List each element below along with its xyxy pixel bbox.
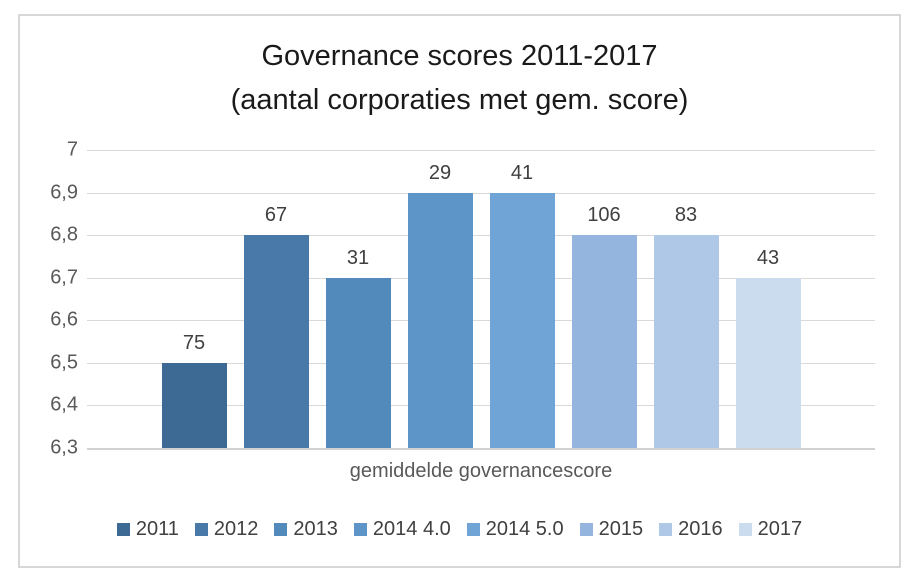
gridline [87, 320, 875, 322]
legend-swatch-icon [274, 523, 288, 536]
y-axis-tick-label: 6,9 [50, 181, 78, 204]
bar-2013 [325, 277, 391, 448]
legend-label: 2014 5.0 [485, 518, 564, 540]
legend-item-2012: 2012 [194, 518, 259, 541]
bar-count-label: 31 [346, 246, 370, 269]
bar-count-label: 29 [428, 161, 452, 184]
bar-count-label: 83 [674, 204, 698, 227]
gridline [87, 192, 875, 194]
x-axis-line [87, 448, 875, 450]
bar-2016 [653, 235, 719, 448]
legend-label: 2013 [293, 518, 338, 540]
bar-group: 75 67 31 29 41 106 83 43 [87, 150, 875, 448]
gridline [87, 235, 875, 237]
bar-2014-4-0 [407, 192, 473, 448]
legend-swatch-icon [194, 523, 208, 536]
legend-swatch-icon [353, 523, 367, 536]
legend-label: 2017 [757, 518, 803, 540]
legend-label: 2014 4.0 [372, 518, 451, 540]
gridline [87, 362, 875, 364]
legend: 2011 2012 2013 2014 4.0 2014 5.0 2015 2016 2017 [20, 518, 899, 541]
legend-label: 2016 [678, 518, 723, 540]
legend-label: 2015 [598, 518, 644, 540]
gridline [87, 150, 875, 151]
bar-slot-2016: 83 [653, 150, 719, 448]
legend-item-2016: 2016 [659, 518, 723, 541]
chart-title-line1: Governance scores 2011-2017 [261, 40, 658, 72]
bar-2011 [161, 362, 227, 448]
legend-label: 2012 [213, 518, 259, 540]
bar-count-label: 67 [264, 204, 288, 227]
bar-slot-2015: 106 [571, 150, 637, 448]
legend-item-2017: 2017 [738, 518, 803, 541]
gridline [87, 277, 875, 279]
bar-2017 [735, 277, 801, 448]
bar-count-label: 43 [756, 246, 780, 269]
bar-slot-2014-4-0: 29 [407, 150, 473, 448]
y-axis-tick-label: 6,6 [50, 308, 78, 331]
y-axis-tick-label: 7 [66, 138, 78, 161]
bar-2014-5-0 [489, 192, 555, 448]
bar-slot-2013: 31 [325, 150, 391, 448]
chart-frame: Governance scores 2011-2017 (aantal corp… [18, 14, 901, 568]
chart-title-line2: (aantal corporaties met gem. score) [230, 84, 689, 116]
bar-count-label: 106 [587, 204, 621, 227]
legend-swatch-icon [466, 523, 480, 536]
legend-swatch-icon [659, 523, 673, 536]
bar-count-label: 75 [182, 331, 206, 354]
legend-item-2014-4-0: 2014 4.0 [353, 518, 451, 541]
chart-title: Governance scores 2011-2017 (aantal corp… [20, 34, 899, 122]
y-axis-tick-label: 6,8 [50, 223, 78, 246]
x-axis-label: gemiddelde governancescore [349, 460, 613, 482]
legend-item-2013: 2013 [274, 518, 338, 541]
y-axis-tick-label: 6,5 [50, 351, 78, 374]
bar-slot-2017: 43 [735, 150, 801, 448]
legend-item-2015: 2015 [579, 518, 644, 541]
legend-label: 2011 [135, 518, 179, 540]
legend-item-2014-5-0: 2014 5.0 [466, 518, 564, 541]
legend-swatch-icon [738, 523, 752, 536]
legend-swatch-icon [116, 523, 130, 536]
y-axis: 7 6,9 6,8 6,7 6,6 6,5 6,4 6,3 [20, 139, 78, 459]
legend-item-2011: 2011 [116, 518, 179, 541]
gridline [87, 405, 875, 407]
bar-slot-2012: 67 [243, 150, 309, 448]
bar-2012 [243, 235, 309, 448]
y-axis-tick-label: 6,7 [50, 266, 78, 289]
bar-slot-2011: 75 [161, 150, 227, 448]
y-axis-tick-label: 6,3 [50, 436, 78, 459]
bar-slot-2014-5-0: 41 [489, 150, 555, 448]
bar-2015 [571, 235, 637, 448]
bar-count-label: 41 [510, 161, 534, 184]
y-axis-tick-label: 6,4 [50, 393, 78, 416]
plot-area: 75 67 31 29 41 106 83 43 [87, 150, 875, 450]
legend-swatch-icon [579, 523, 593, 536]
